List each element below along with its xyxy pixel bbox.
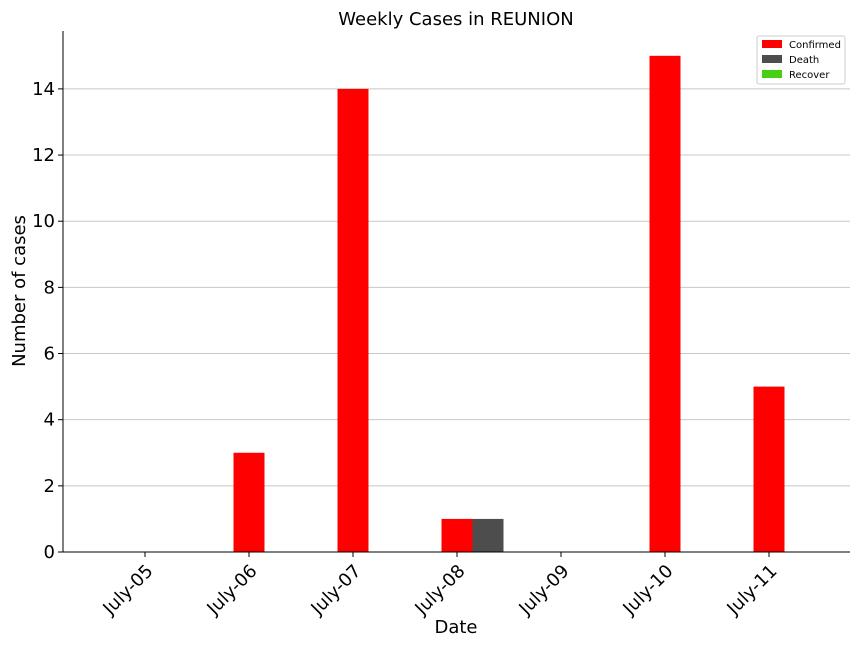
y-tick-label: 0 xyxy=(44,542,55,563)
x-tick-label: July-05 xyxy=(99,561,158,620)
legend-label-recover: Recover xyxy=(789,70,830,81)
gridlines xyxy=(63,88,850,487)
x-tick-label: July-06 xyxy=(203,561,262,620)
legend-label-death: Death xyxy=(789,55,819,66)
bar-confirmed-july-11 xyxy=(753,386,785,552)
x-tick-label: July-09 xyxy=(515,561,574,620)
y-tick-label: 8 xyxy=(44,277,55,298)
x-ticks: July-05 July-06 July-07 July-08 July-09 July-… xyxy=(99,552,782,620)
y-tick-label: 4 xyxy=(44,410,55,431)
bar-confirmed-july-10 xyxy=(649,55,681,553)
legend-swatch-death xyxy=(762,55,782,63)
axes xyxy=(62,31,850,553)
x-tick-label: July-11 xyxy=(723,561,782,620)
y-tick-label: 14 xyxy=(32,79,55,100)
y-tick-label: 12 xyxy=(32,145,55,166)
bar-death-july-08 xyxy=(472,518,504,552)
y-axis-label: Number of cases xyxy=(9,215,30,367)
legend-swatch-recover xyxy=(762,70,782,78)
x-tick-label: July-08 xyxy=(411,561,470,620)
legend-swatch-confirmed xyxy=(762,40,782,48)
bar-confirmed-july-06 xyxy=(233,452,265,552)
legend: Confirmed Death Recover xyxy=(756,35,846,85)
y-tick-label: 2 xyxy=(44,476,55,497)
chart-title: Weekly Cases in REUNION xyxy=(338,9,573,30)
x-tick-label: July-10 xyxy=(619,561,678,620)
x-tick-label: July-07 xyxy=(307,561,366,620)
y-ticks: 0 2 4 6 8 10 12 14 xyxy=(32,79,63,563)
y-tick-label: 10 xyxy=(32,211,55,232)
bar-confirmed-july-08 xyxy=(441,518,473,552)
legend-label-confirmed: Confirmed xyxy=(789,40,841,51)
bars xyxy=(233,55,785,553)
x-axis-label: Date xyxy=(434,617,477,638)
y-tick-label: 6 xyxy=(44,344,55,365)
bar-confirmed-july-07 xyxy=(337,88,369,552)
